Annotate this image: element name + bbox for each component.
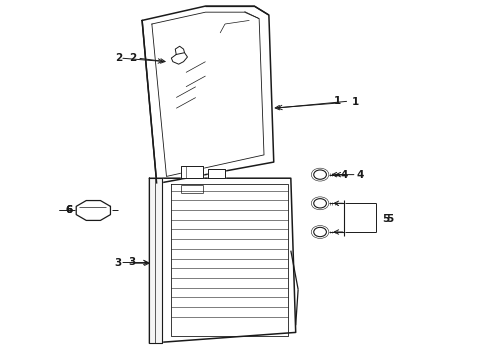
Text: 1: 1 — [333, 96, 340, 106]
Polygon shape — [76, 201, 110, 220]
Polygon shape — [175, 46, 184, 54]
Text: 3: 3 — [114, 258, 121, 268]
Text: 6: 6 — [65, 205, 72, 215]
Polygon shape — [181, 166, 203, 178]
Text: 4: 4 — [340, 170, 347, 180]
Text: 3: 3 — [128, 257, 136, 267]
Text: 5: 5 — [382, 215, 389, 224]
Text: 6: 6 — [65, 206, 72, 216]
Polygon shape — [142, 6, 273, 184]
Text: 2: 2 — [128, 53, 136, 63]
Polygon shape — [207, 169, 224, 178]
Polygon shape — [149, 178, 295, 343]
Polygon shape — [149, 178, 161, 343]
Polygon shape — [171, 53, 187, 64]
Text: 1: 1 — [351, 97, 358, 107]
Text: 5: 5 — [385, 215, 392, 224]
Text: 4: 4 — [356, 170, 363, 180]
Text: 2: 2 — [115, 53, 122, 63]
